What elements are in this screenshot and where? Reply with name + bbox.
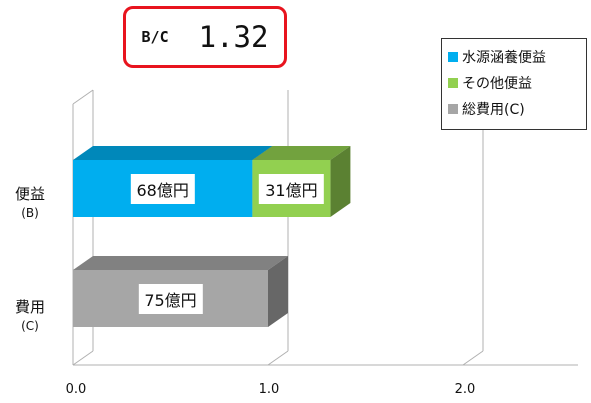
legend-label-other: その他便益 — [462, 76, 532, 92]
bc-ratio-box: B/C 1.32 — [123, 6, 287, 68]
floor-gridline-1 — [267, 350, 289, 366]
data-label-0-1: 31億円 — [259, 173, 324, 204]
legend: 水源涵養便益 その他便益 総費用(C) — [441, 38, 587, 130]
legend-swatch-other — [448, 78, 458, 88]
category-benefit-sub: (B) — [21, 206, 39, 220]
x-tick-2: 2.0 — [454, 382, 476, 397]
category-cost-label: 費用 — [14, 298, 45, 316]
bc-label: B/C — [141, 28, 169, 46]
legend-item-cost: 総費用(C) — [448, 96, 580, 122]
bar-side-0-1 — [330, 146, 351, 217]
bc-value: 1.32 — [198, 20, 269, 54]
bar-top-0-0 — [73, 146, 273, 160]
category-benefit-label: 便益 — [14, 185, 45, 203]
legend-swatch-cost — [448, 104, 458, 114]
data-label-1-2: 75億円 — [138, 283, 203, 314]
floor-gridline-2 — [462, 350, 484, 366]
legend-item-other: その他便益 — [448, 70, 580, 96]
category-cost: 費用 (C) — [10, 296, 50, 333]
bar-side-1-2 — [268, 256, 288, 327]
legend-label-water: 水源涵養便益 — [462, 50, 546, 66]
left-wall-top — [72, 89, 94, 105]
bar-top-1-2 — [73, 256, 288, 270]
data-label-0-0: 68億円 — [130, 173, 195, 204]
x-tick-0: 0.0 — [65, 382, 87, 397]
floor-left-edge — [72, 350, 94, 366]
category-cost-sub: (C) — [21, 319, 39, 333]
legend-label-cost: 総費用(C) — [462, 102, 525, 118]
legend-swatch-water — [448, 52, 458, 62]
category-benefit: 便益 (B) — [10, 183, 50, 220]
bar-top-0-1 — [252, 146, 351, 160]
legend-item-water: 水源涵養便益 — [448, 44, 580, 70]
x-tick-1: 1.0 — [258, 382, 280, 397]
